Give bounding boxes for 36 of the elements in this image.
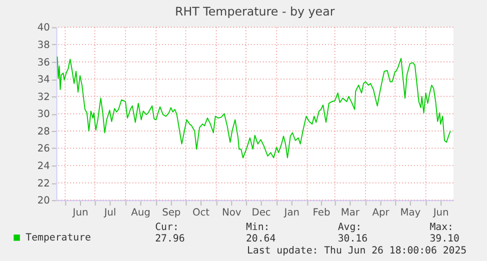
- y-tick-label: 36: [37, 57, 50, 68]
- y-tick-label: 38: [37, 40, 50, 52]
- text: 39.10: [430, 234, 460, 245]
- x-tick-label: Nov: [222, 207, 242, 218]
- x-tick-label: Sep: [162, 207, 181, 218]
- text: 20.64: [246, 234, 276, 245]
- text: Cur:: [155, 222, 179, 233]
- y-tick-label: 30: [37, 109, 50, 120]
- text: 30.16: [338, 234, 368, 245]
- y-tick-label: 26: [37, 144, 50, 155]
- y-tick-label: 24: [37, 161, 50, 172]
- x-tick-label: Dec: [252, 207, 271, 218]
- y-tick-label: 20: [37, 196, 50, 207]
- y-tick-label: 34: [37, 74, 50, 86]
- x-tick-label: Jun: [432, 207, 449, 218]
- x-tick-label: Jan: [283, 207, 300, 218]
- chart-title: RHT Temperature - by year: [175, 4, 335, 18]
- text: Avg:: [338, 222, 362, 233]
- x-tick-label: Oct: [192, 207, 210, 218]
- x-tick-label: Jul: [103, 207, 116, 218]
- x-tick-label: Feb: [312, 207, 330, 218]
- x-tick-label: Aug: [131, 207, 150, 218]
- legend-label: Temperature: [26, 232, 92, 244]
- y-tick-label: 22: [37, 178, 50, 190]
- x-tick-label: Mar: [340, 207, 360, 218]
- y-tick-label: 32: [37, 92, 50, 103]
- y-tick-label: 28: [37, 126, 50, 138]
- text: 27.96: [155, 234, 185, 245]
- line-series: [56, 56, 451, 158]
- x-tick-label: Jun: [72, 207, 88, 218]
- text: Min:: [246, 222, 270, 233]
- x-tick-label: May: [400, 207, 421, 218]
- y-tick-label: 40: [37, 22, 50, 34]
- text: Max:: [430, 222, 454, 233]
- x-tick-label: Apr: [372, 207, 390, 218]
- text: Last update: Thu Jun 26 18:00:06 2025: [246, 245, 467, 256]
